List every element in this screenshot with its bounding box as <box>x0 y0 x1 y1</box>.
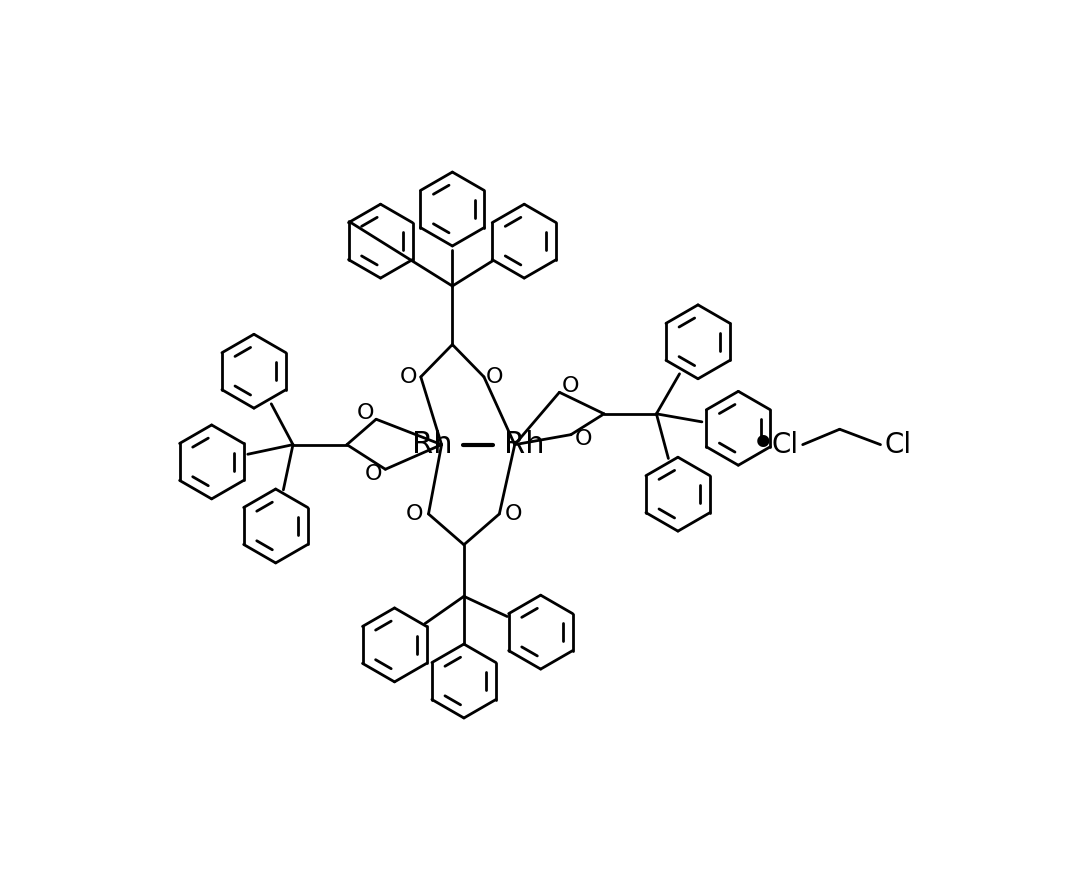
Text: O: O <box>356 403 374 423</box>
Text: O: O <box>505 504 522 524</box>
Text: O: O <box>574 430 592 449</box>
Text: •: • <box>750 423 775 466</box>
Text: O: O <box>405 504 423 524</box>
Text: O: O <box>561 376 579 396</box>
Text: Rh: Rh <box>412 430 452 460</box>
Text: Rh: Rh <box>504 430 544 460</box>
Text: O: O <box>364 464 381 484</box>
Text: O: O <box>486 367 504 387</box>
Text: Cl: Cl <box>884 430 911 459</box>
Text: O: O <box>400 367 417 387</box>
Text: Cl: Cl <box>772 430 799 459</box>
